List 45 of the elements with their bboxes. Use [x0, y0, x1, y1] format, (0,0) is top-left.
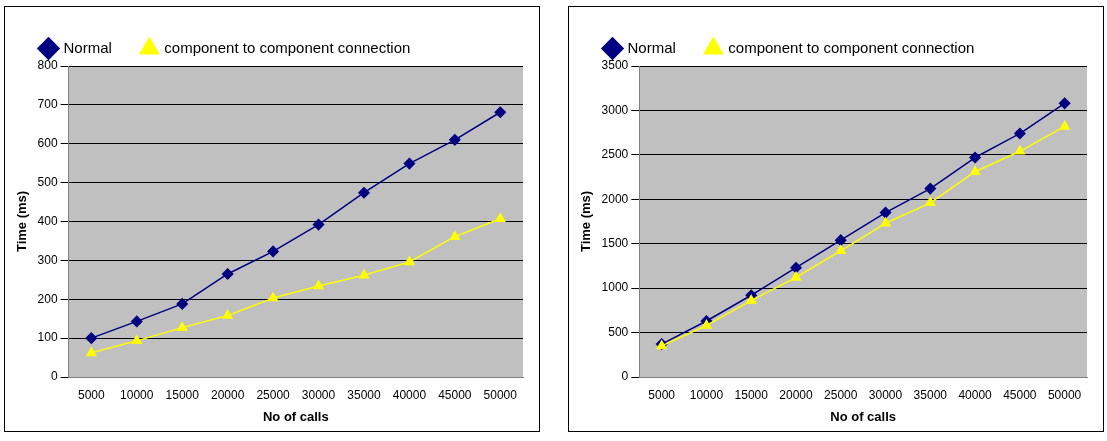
- x-tick-label: 5000: [648, 387, 676, 402]
- x-tick-label: 45000: [1003, 387, 1037, 402]
- legend-label: component to component connection: [728, 38, 975, 56]
- y-tick-label: 600: [37, 136, 58, 151]
- x-tick-label: 15000: [165, 387, 200, 402]
- y-tick-label: 1500: [601, 236, 629, 251]
- x-tick-label: 40000: [392, 387, 427, 402]
- y-tick-label: 1000: [601, 280, 629, 295]
- x-tick-label: 45000: [438, 387, 472, 402]
- y-tick-label: 800: [37, 58, 58, 73]
- y-tick-label: 500: [608, 324, 629, 339]
- y-tick-label: 3000: [601, 102, 629, 117]
- x-tick-label: 50000: [1047, 387, 1082, 402]
- y-tick-label: 400: [37, 213, 58, 228]
- y-tick-label: 700: [37, 97, 58, 112]
- y-tick-label: 3500: [601, 58, 629, 73]
- y-tick-label: 2500: [601, 147, 629, 162]
- x-axis-title: No of calls: [262, 408, 329, 424]
- y-tick-label: 0: [621, 369, 629, 384]
- x-tick-label: 35000: [347, 387, 381, 402]
- y-tick-label: 2000: [601, 191, 629, 206]
- y-axis-title: Time (ms): [14, 190, 30, 253]
- x-tick-label: 15000: [734, 387, 769, 402]
- y-tick-label: 500: [37, 174, 58, 189]
- legend-label: Normal: [63, 38, 112, 56]
- legend-label: component to component connection: [164, 38, 411, 56]
- y-tick-label: 0: [50, 369, 58, 384]
- x-tick-label: 40000: [958, 387, 993, 402]
- x-tick-label: 25000: [824, 387, 858, 402]
- x-tick-label: 25000: [256, 387, 291, 402]
- x-tick-label: 20000: [779, 387, 813, 402]
- y-tick-label: 200: [37, 291, 58, 306]
- x-tick-label: 30000: [301, 387, 336, 402]
- x-tick-label: 20000: [210, 387, 245, 402]
- x-axis-title: No of calls: [830, 408, 897, 424]
- x-tick-label: 10000: [120, 387, 154, 402]
- legend-label: Normal: [627, 38, 676, 56]
- y-axis-title: Time (ms): [578, 190, 594, 253]
- x-tick-label: 35000: [913, 387, 948, 402]
- x-tick-label: 30000: [868, 387, 903, 402]
- x-tick-label: 10000: [689, 387, 724, 402]
- x-tick-label: 50000: [483, 387, 518, 402]
- y-tick-label: 100: [37, 330, 58, 345]
- y-tick-label: 300: [37, 252, 58, 267]
- x-tick-label: 5000: [77, 387, 106, 402]
